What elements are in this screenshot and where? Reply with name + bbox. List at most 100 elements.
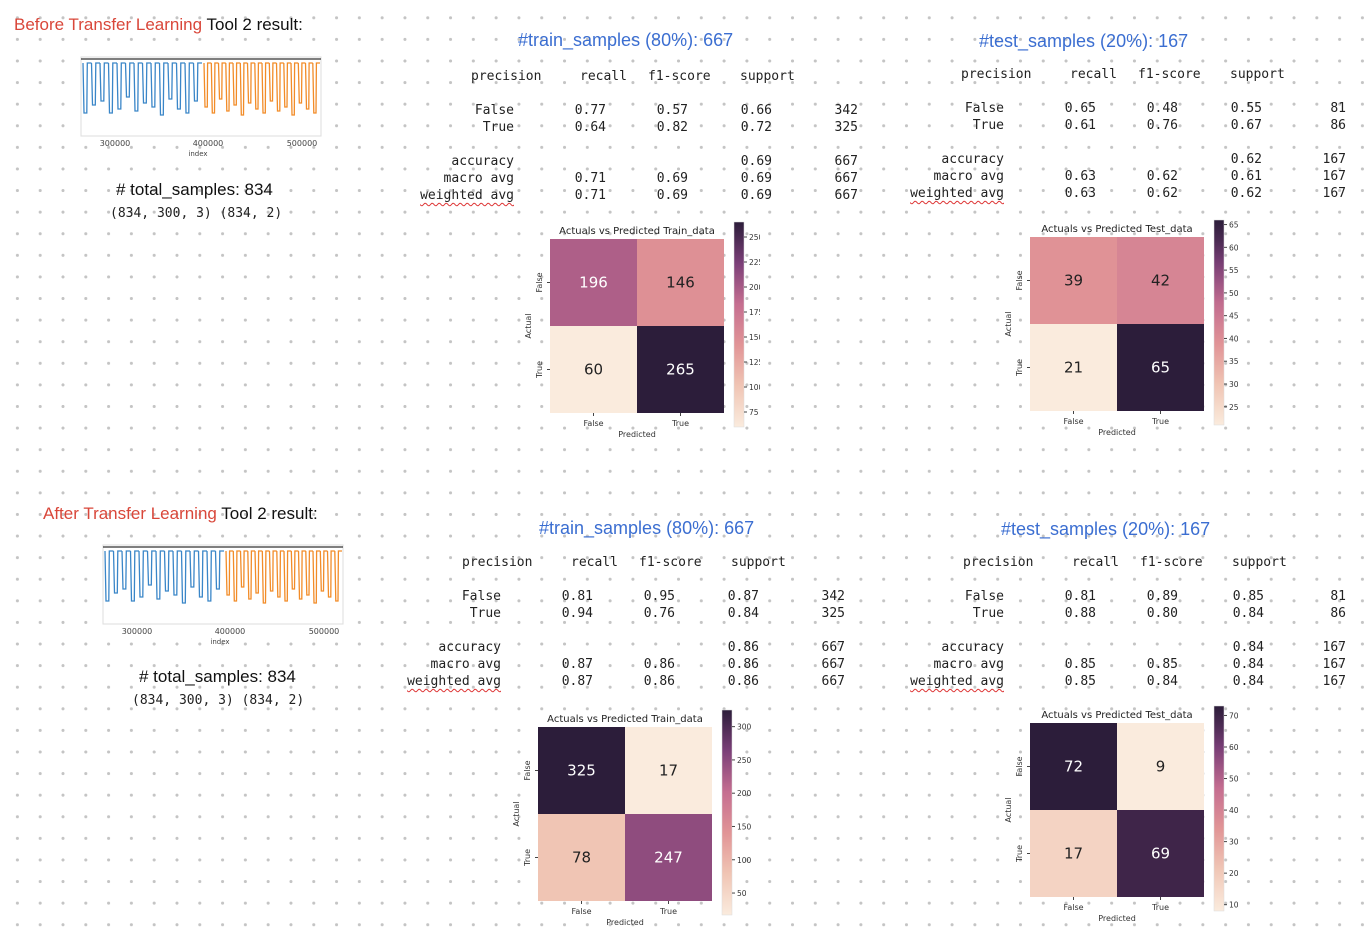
report-row-label: False [964,589,1004,604]
heatmap-x-label: Predicted [1098,914,1136,923]
report-cell: 0.86 [727,640,759,655]
report-cell: 0.65 [1064,101,1096,116]
thumbnail-trace [247,550,255,600]
report-row-label: False [474,103,514,118]
thumbnail-trace [121,550,131,590]
thumbnail-x-tick: 500000 [309,627,340,636]
report-cell: 667 [834,188,858,203]
thumbnail-trace [254,62,262,110]
report-cell: 0.62 [1230,152,1262,167]
heatmap-x-tick: True [659,907,677,916]
heatmap-cell [637,326,724,413]
thumbnail-trace [82,62,92,114]
report-cell: 0.84 [727,606,759,621]
report-cell: 0.61 [1230,169,1262,184]
thumbnail-trace [225,550,234,596]
report-cell: 667 [821,640,845,655]
heatmap-title: Actuals vs Predicted Train_data [559,226,715,237]
heading-prefix: Before Transfer Learning [14,15,203,34]
report-cell: 0.89 [1146,589,1178,604]
test-samples-title: #test_samples (20%): 167 [1001,519,1211,539]
report-cell: 81 [1330,101,1346,116]
classification-report: precision recall f1-score support False … [900,555,1360,695]
thumbnail-trace [210,62,219,114]
colorbar-tick: 50 [1229,289,1239,298]
thumbnail-trace [275,62,284,112]
heatmap-cell [1030,324,1117,411]
report-header-precision: precision [963,555,1034,570]
colorbar-tick: 100 [737,856,752,865]
heatmap-x-label: Predicted [1098,428,1136,437]
thumbnail-trace [107,62,117,114]
report-cell: 0.81 [561,589,593,604]
thumbnail-trace [116,62,126,110]
heading-prefix: After Transfer Learning [43,504,217,523]
thumbnail-trace [112,550,122,594]
confusion-matrix-heatmap: Actuals vs Predicted Test_data 39 42 21 65 Fa… [1004,219,1239,437]
thumbnail-trace [312,550,321,604]
heatmap-cell-value: 65 [1151,359,1170,377]
report-header-precision: precision [961,67,1032,82]
heatmap-cell [550,326,637,413]
heatmap-x-label: Predicted [618,430,656,439]
thumbnail-trace [155,550,165,600]
report-cell: 0.48 [1146,101,1178,116]
report-header-recall: recall [580,69,627,84]
report-cell: 0.63 [1064,169,1096,184]
report-cell: 167 [1322,152,1346,167]
heatmap-x-tick: True [1151,903,1169,912]
heatmap-cell [1117,810,1204,897]
thumbnail-trace [206,550,216,602]
heatmap-cell-value: 72 [1064,758,1083,776]
report-header-support: support [1232,555,1287,570]
report-cell: 342 [834,103,858,118]
report-cell: 325 [821,606,845,621]
thumbnail-trace [239,550,248,588]
report-cell: 0.87 [561,674,593,689]
thumbnail-x-tick: 300000 [100,139,131,148]
heatmap-cell [625,814,712,901]
report-cell: 0.69 [740,188,772,203]
thumbnail-trace [290,550,299,590]
heatmap-cell [1030,237,1117,324]
heatmap-cell [538,814,625,901]
report-row-label: macro avg [443,171,514,186]
report-header-f1: f1-score [648,69,711,84]
heatmap-colorbar [733,221,745,428]
heatmap-x-tick: False [1063,903,1083,912]
thumbnail-trace [158,62,168,116]
report-cell: 0.67 [1230,118,1262,133]
report-cell: 0.72 [740,120,772,135]
report-cell: 0.63 [1064,186,1096,201]
report-cell: 0.85 [1232,589,1264,604]
report-cell: 0.82 [656,120,688,135]
colorbar-tick: 250 [737,756,752,765]
report-cell: 667 [834,171,858,186]
report-row-label: True [972,118,1004,133]
colorbar-tick: 30 [1229,838,1239,847]
report-row-label: True [469,606,501,621]
heading-suffix: Tool 2 result: [206,15,303,34]
heatmap-cell [625,727,712,814]
report-header-recall: recall [571,555,618,570]
heatmap-y-tick: True [1015,845,1024,863]
heatmap-y-tick: False [1015,756,1024,776]
thumbnail-trace [232,550,241,602]
colorbar-tick: 60 [1229,243,1239,252]
report-cell: 86 [1330,118,1346,133]
report-cell: 167 [1322,657,1346,672]
heatmap-cell-value: 42 [1151,272,1170,290]
total-samples-text: # total_samples: 834 [116,180,273,199]
report-cell: 0.94 [561,606,593,621]
report-cell: 167 [1322,186,1346,201]
heatmap-y-label: Actual [1004,797,1013,822]
heatmap-cell [1117,723,1204,810]
colorbar-tick: 35 [1229,357,1239,366]
thumbnail-trace [305,550,313,596]
report-cell: 0.80 [1146,606,1178,621]
classification-report: precision recall f1-score support False … [410,69,870,209]
heatmap-cell-value: 17 [659,762,678,780]
report-row-label: True [482,120,514,135]
thumbnail-trace [319,550,328,592]
report-row-label: weighted avg [910,186,1004,201]
